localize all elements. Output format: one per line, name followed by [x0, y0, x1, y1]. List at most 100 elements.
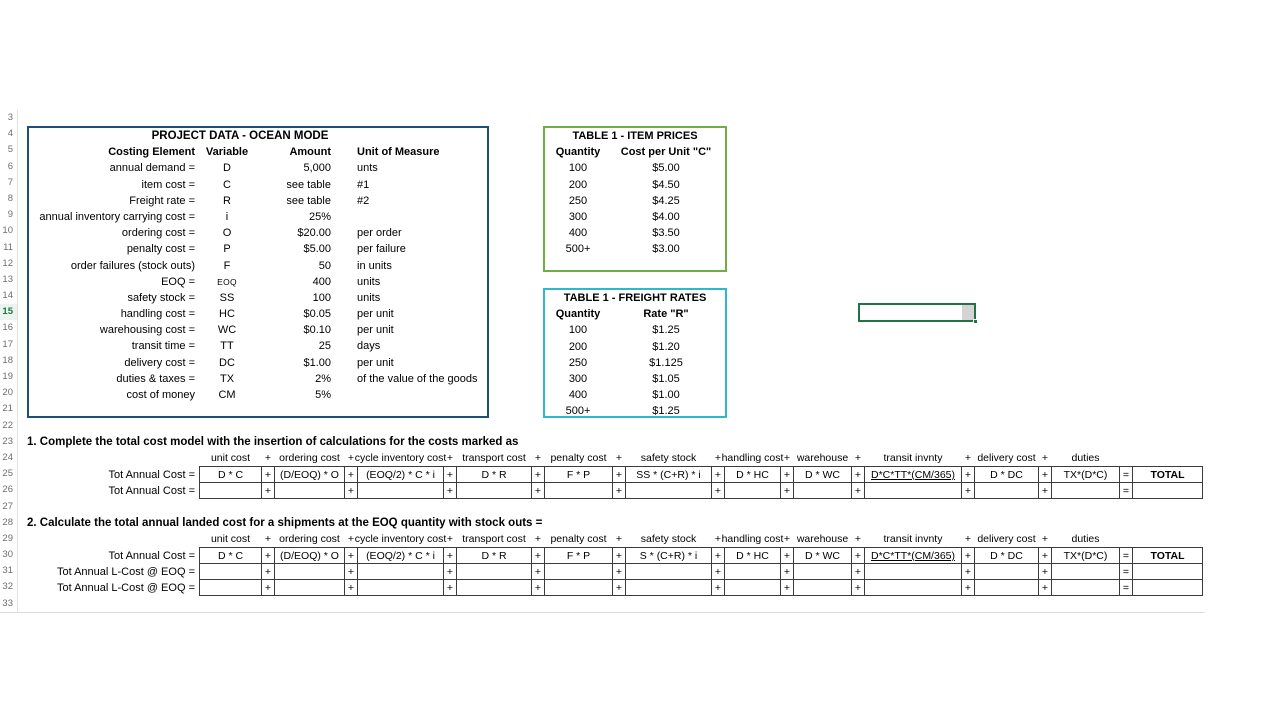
formula-cell[interactable]: [357, 563, 444, 581]
unit-cell[interactable]: per failure: [357, 243, 406, 256]
rate-cell[interactable]: $1.125: [649, 356, 683, 369]
formula-cell[interactable]: +: [531, 547, 545, 565]
quantity-cell[interactable]: 500+: [565, 243, 591, 256]
formula-cell[interactable]: +: [344, 563, 358, 581]
item-prices-title[interactable]: TABLE 1 - ITEM PRICES: [572, 130, 698, 142]
costing-element-cell[interactable]: annual demand =: [109, 162, 195, 175]
formula-cell[interactable]: +: [780, 547, 794, 565]
amount-cell[interactable]: 25: [318, 340, 331, 353]
formula-cell[interactable]: +: [531, 563, 545, 581]
costing-element-cell[interactable]: safety stock =: [127, 291, 195, 304]
formula-cell[interactable]: +: [961, 466, 975, 484]
unit-cell[interactable]: per unit: [357, 324, 394, 337]
row-number[interactable]: 3: [7, 112, 13, 123]
amount-cell[interactable]: 100: [312, 291, 331, 304]
row-number[interactable]: 11: [3, 241, 13, 253]
formula-cell[interactable]: F * P: [544, 466, 613, 484]
quantity-cell[interactable]: 400: [568, 389, 588, 402]
formula-cell[interactable]: (D/EOQ) * O: [274, 466, 345, 484]
row-number[interactable]: 12: [2, 257, 13, 269]
row-number[interactable]: 27: [2, 500, 13, 512]
unit-cell[interactable]: [331, 387, 357, 403]
formula-cell[interactable]: +: [443, 482, 457, 500]
formula-cell[interactable]: TX*(D*C): [1051, 547, 1120, 565]
formula-cell[interactable]: +: [443, 547, 457, 565]
row-number[interactable]: 6: [7, 160, 13, 172]
formula-cell[interactable]: +: [612, 482, 626, 500]
quantity-cell[interactable]: 200: [568, 340, 588, 353]
costing-element-cell[interactable]: Freight rate =: [129, 194, 195, 207]
formula-cell[interactable]: +: [531, 482, 545, 500]
formula-cell[interactable]: +: [261, 482, 275, 500]
formula-cell[interactable]: SS * (C+R) * i: [625, 466, 712, 484]
row-number[interactable]: 19: [2, 371, 13, 382]
formula-cell[interactable]: +: [612, 579, 626, 597]
row-number[interactable]: 14: [2, 290, 13, 302]
formula-cell[interactable]: [793, 563, 852, 581]
unit-cell[interactable]: units: [357, 291, 381, 304]
formula-cell[interactable]: +: [1038, 547, 1052, 565]
row-number[interactable]: 25: [2, 468, 13, 480]
formula-cell[interactable]: (EOQ/2) * C * i: [357, 466, 444, 484]
quantity-cell[interactable]: 100: [568, 162, 588, 175]
quantity-cell[interactable]: 100: [568, 324, 588, 337]
header-quantity[interactable]: Quantity: [555, 146, 601, 159]
row-number[interactable]: 9: [7, 209, 13, 221]
row-number[interactable]: 10: [2, 225, 13, 237]
formula-cell[interactable]: D*C*TT*(CM/365): [864, 466, 962, 484]
formula-cell[interactable]: +: [851, 547, 865, 565]
amount-cell[interactable]: $20.00: [297, 227, 331, 240]
formula-cell[interactable]: [357, 579, 444, 597]
amount-cell[interactable]: 25%: [308, 210, 331, 223]
formula-cell[interactable]: [793, 579, 852, 597]
variable-cell[interactable]: D: [223, 162, 231, 175]
row-number[interactable]: 22: [2, 419, 13, 431]
formula-cell[interactable]: +: [344, 579, 358, 597]
formula-cell[interactable]: [625, 563, 712, 581]
formula-cell[interactable]: +: [531, 466, 545, 484]
formula-cell[interactable]: =: [1119, 466, 1133, 484]
row-label[interactable]: Tot Annual Cost =: [108, 549, 195, 562]
formula-cell[interactable]: +: [1038, 482, 1052, 500]
quantity-cell[interactable]: 250: [568, 356, 588, 369]
freight-rates-title[interactable]: TABLE 1 - FREIGHT RATES: [563, 292, 707, 304]
row-label[interactable]: Tot Annual L-Cost @ EOQ =: [56, 565, 195, 578]
quantity-cell[interactable]: 300: [568, 372, 588, 385]
costing-element-cell[interactable]: penalty cost =: [126, 243, 195, 256]
row-number[interactable]: 13: [2, 273, 13, 285]
row-number[interactable]: 5: [7, 144, 13, 156]
formula-cell[interactable]: +: [711, 547, 725, 565]
formula-cell[interactable]: F * P: [544, 547, 613, 565]
costing-element-cell[interactable]: handling cost =: [120, 308, 195, 321]
formula-cell[interactable]: +: [851, 466, 865, 484]
formula-cell[interactable]: +: [344, 466, 358, 484]
costing-element-cell[interactable]: order failures (stock outs): [70, 259, 195, 272]
row-number[interactable]: 28: [2, 516, 13, 528]
formula-cell[interactable]: +: [961, 482, 975, 500]
formula-cell[interactable]: [544, 579, 613, 597]
formula-cell[interactable]: [456, 579, 532, 597]
formula-cell[interactable]: +: [443, 563, 457, 581]
formula-cell[interactable]: =: [1119, 579, 1133, 597]
formula-cell[interactable]: +: [1038, 563, 1052, 581]
formula-cell[interactable]: +: [1038, 466, 1052, 484]
row-number[interactable]: 20: [2, 387, 13, 399]
row-number[interactable]: 26: [2, 484, 13, 496]
costing-element-cell[interactable]: item cost =: [141, 178, 196, 191]
quantity-cell[interactable]: 250: [568, 194, 588, 207]
formula-cell[interactable]: +: [612, 466, 626, 484]
costing-element-cell[interactable]: delivery cost =: [124, 356, 195, 369]
row-number[interactable]: 8: [7, 192, 13, 204]
variable-cell[interactable]: i: [225, 210, 229, 223]
amount-cell[interactable]: 2%: [315, 372, 331, 385]
row-number[interactable]: 31: [2, 565, 13, 577]
unit-cell[interactable]: per order: [357, 227, 402, 240]
costing-element-cell[interactable]: warehousing cost =: [99, 324, 195, 337]
header-quantity[interactable]: Quantity: [555, 308, 601, 321]
formula-cell[interactable]: D * HC: [724, 547, 781, 565]
formula-cell[interactable]: D*C*TT*(CM/365): [864, 547, 962, 565]
quantity-cell[interactable]: 300: [568, 210, 588, 223]
row-number[interactable]: 23: [2, 435, 13, 447]
header-unit-of-measure[interactable]: Unit of Measure: [357, 146, 440, 159]
formula-cell[interactable]: [793, 482, 852, 500]
